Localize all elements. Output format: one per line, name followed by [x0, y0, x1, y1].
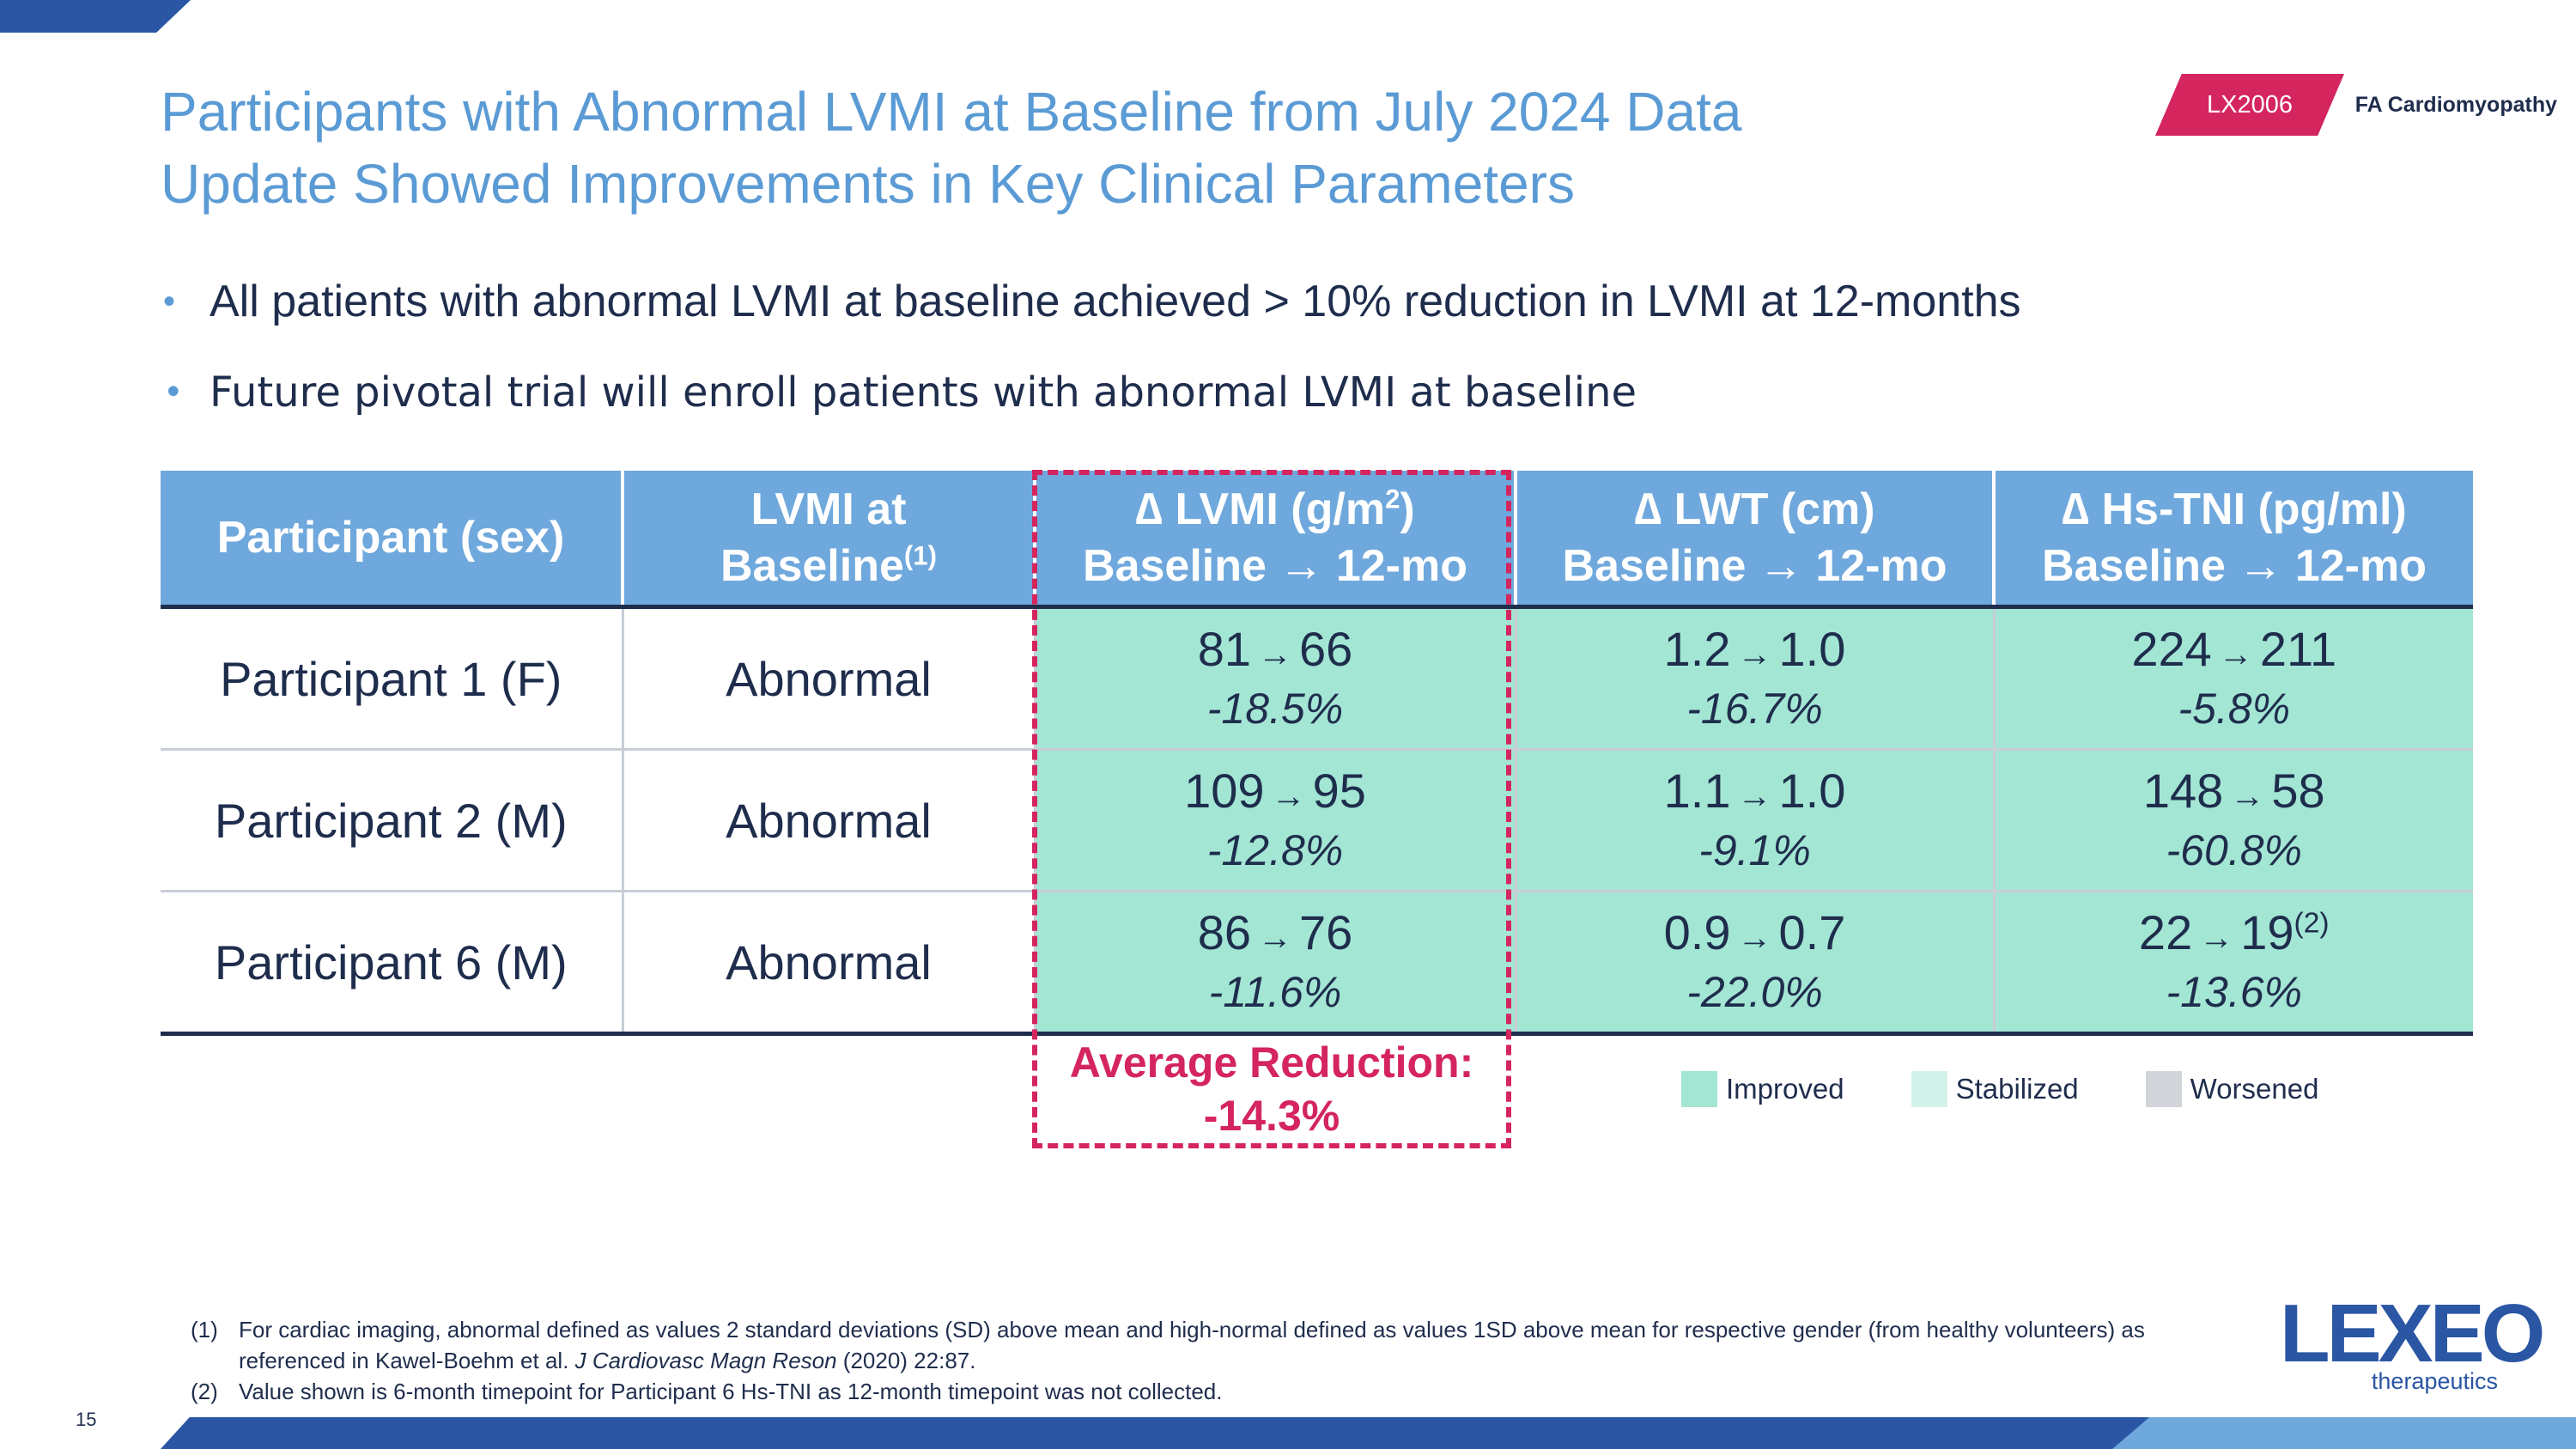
bullet-dot-icon: •	[163, 373, 184, 412]
program-tag: LX2006	[2155, 74, 2344, 136]
cell-delta-lwt: 0.9 → 0.7 -22.0%	[1516, 891, 1996, 1036]
average-reduction-value: -14.3%	[1203, 1092, 1340, 1140]
legend-swatch	[2145, 1071, 2182, 1107]
header-delta-hstni: ∆ Hs-TNI (pg/ml) Baseline → 12-mo	[1994, 471, 2473, 609]
cell-delta-lwt: 1.1 → 1.0 -9.1%	[1516, 749, 1996, 892]
logo-wordmark: LEXEO	[2280, 1288, 2545, 1379]
cell-delta-lvmi: 86 → 76 -11.6%	[1035, 891, 1517, 1036]
header-participant: Participant (sex)	[161, 471, 624, 609]
top-accent-bar	[0, 0, 191, 33]
topic-tag: FA Cardiomyopathy	[2301, 74, 2576, 136]
cell-delta-hstni: 148 → 58 -60.8%	[1994, 749, 2473, 892]
program-tag-label: LX2006	[2207, 90, 2293, 119]
cell-participant: Participant 2 (M)	[161, 749, 624, 892]
cell-lvmi-status: Abnormal	[623, 749, 1036, 892]
arrow-icon: →	[2230, 777, 2265, 815]
cell-participant: Participant 6 (M)	[161, 891, 624, 1036]
bullet-item: • Future pivotal trial will enroll patie…	[163, 364, 2021, 421]
legend-item-worsened: Worsened	[2145, 1071, 2318, 1107]
cell-delta-lwt: 1.2 → 1.0 -16.7%	[1516, 606, 1996, 751]
legend-item-improved: Improved	[1681, 1071, 1844, 1107]
arrow-icon: →	[1737, 919, 1772, 957]
legend: Improved Stabilized Worsened	[1681, 1071, 2385, 1107]
arrow-icon: →	[1271, 777, 1306, 815]
header-delta-lvmi: ∆ LVMI (g/m2) Baseline → 12-mo	[1035, 471, 1517, 609]
arrow-icon: →	[1737, 636, 1772, 673]
average-reduction-label: Average Reduction:	[1069, 1038, 1474, 1087]
company-logo: LEXEO therapeutics	[2280, 1288, 2545, 1395]
header-arrow-icon: →	[1279, 541, 1324, 591]
table-row: Participant 1 (F) Abnormal 81 → 66 -18.5% …	[161, 606, 2473, 751]
table-row: Participant 6 (M) Abnormal 86 → 76 -11.6% …	[161, 891, 2473, 1036]
page-number: 15	[76, 1409, 97, 1430]
footnotes: (1) For cardiac imaging, abnormal define…	[191, 1314, 2166, 1407]
title-line-2: Update Showed Improvements in Key Clinic…	[161, 153, 1575, 215]
table-row: Participant 2 (M) Abnormal 109 → 95 -12.8%…	[161, 749, 2473, 892]
arrow-icon: →	[2199, 919, 2234, 957]
bullet-dot-icon: •	[163, 282, 176, 320]
arrow-icon: →	[1258, 636, 1292, 673]
header-arrow-icon: →	[1758, 541, 1803, 591]
header-lvmi-baseline: LVMI at Baseline(1)	[623, 471, 1036, 609]
average-reduction: Average Reduction: -14.3%	[1037, 1036, 1506, 1142]
title-line-1: Participants with Abnormal LVMI at Basel…	[161, 81, 1742, 143]
legend-item-stabilized: Stabilized	[1911, 1071, 2079, 1107]
logo-subtitle: therapeutics	[2371, 1368, 2498, 1394]
arrow-icon: →	[1737, 777, 1772, 815]
footnote: (2) Value shown is 6-month timepoint for…	[191, 1379, 1223, 1404]
header-delta-lwt: ∆ LWT (cm) Baseline → 12-mo	[1516, 471, 1996, 609]
cell-lvmi-status: Abnormal	[623, 606, 1036, 751]
arrow-icon: →	[1258, 919, 1292, 957]
table-header-row: Participant (sex) LVMI at Baseline(1) ∆ …	[161, 471, 2473, 609]
cell-participant: Participant 1 (F)	[161, 606, 624, 751]
bullet-item: • All patients with abnormal LVMI at bas…	[163, 273, 2021, 330]
topic-tag-label: FA Cardiomyopathy	[2354, 92, 2557, 117]
header-arrow-icon: →	[2238, 541, 2283, 591]
page-title: Participants with Abnormal LVMI at Basel…	[161, 76, 2093, 220]
results-table: Participant (sex) LVMI at Baseline(1) ∆ …	[161, 471, 2473, 1036]
arrow-icon: →	[2218, 636, 2253, 673]
legend-swatch	[1681, 1071, 1717, 1107]
bullet-text: All patients with abnormal LVMI at basel…	[210, 277, 2021, 326]
cell-delta-lvmi: 109 → 95 -12.8%	[1035, 749, 1517, 892]
legend-swatch	[1911, 1071, 1947, 1107]
footnote: (1) For cardiac imaging, abnormal define…	[191, 1317, 2145, 1373]
bullet-text: Future pivotal trial will enroll patient…	[210, 368, 1637, 417]
bottom-accent-bar-light	[2112, 1417, 2576, 1449]
cell-delta-lvmi: 81 → 66 -18.5%	[1035, 606, 1517, 751]
cell-lvmi-status: Abnormal	[623, 891, 1036, 1036]
bullet-list: • All patients with abnormal LVMI at bas…	[163, 273, 2021, 421]
lvmi-highlight-box	[1032, 470, 1511, 1148]
cell-delta-hstni: 224 → 211 -5.8%	[1994, 606, 2473, 751]
cell-delta-hstni: 22 → 19(2) -13.6%	[1994, 891, 2473, 1036]
